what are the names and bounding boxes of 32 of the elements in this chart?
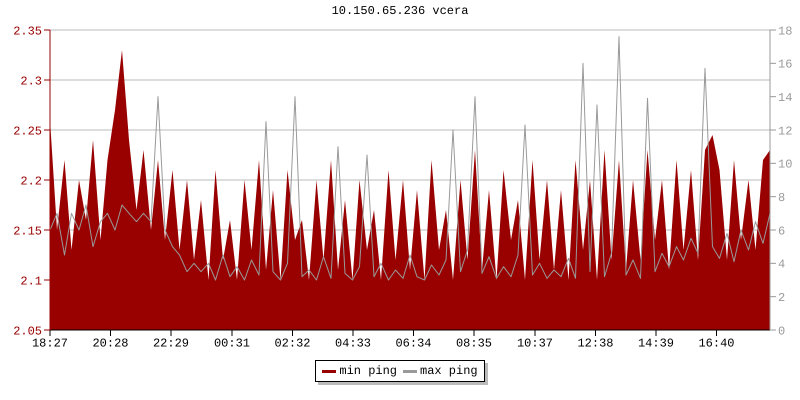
y-tick-label: 2.35: [13, 24, 42, 38]
x-tick-label: 16:40: [698, 336, 735, 351]
legend-label: max ping: [420, 364, 478, 378]
x-tick-label: 12:38: [577, 336, 614, 351]
x-tick-label: 14:39: [638, 336, 674, 351]
legend-label: min ping: [339, 364, 397, 378]
x-tick-label: 18:27: [32, 336, 68, 351]
x-tick-label: 08:35: [456, 336, 492, 351]
x-tick-label: 04:33: [334, 336, 372, 351]
y-tick-label: 2.3: [20, 74, 42, 88]
y2-tick-label: 8: [778, 190, 786, 205]
y2-tick-label: 6: [778, 224, 786, 238]
x-tick-label: 06:34: [395, 336, 432, 351]
y2-tick-label: 16: [778, 58, 792, 72]
y2-tick-label: 0: [778, 324, 786, 338]
y-tick-label: 2.2: [20, 174, 42, 188]
y2-tick-label: 14: [778, 90, 792, 105]
y2-tick-label: 10: [778, 158, 792, 172]
x-tick-label: 22:29: [152, 336, 190, 351]
y-tick-label: 2.15: [13, 224, 42, 238]
y-tick-label: 2.25: [13, 124, 42, 138]
y2-tick-label: 12: [778, 124, 792, 138]
y-tick-label: 2.1: [20, 274, 42, 288]
x-tick-label: 00:31: [214, 336, 250, 351]
chart-title: 10.150.65.236 vcera: [330, 3, 470, 20]
x-tick-label: 02:32: [274, 336, 311, 351]
y2-tick-label: 2: [778, 290, 786, 305]
y2-tick-label: 4: [778, 258, 786, 272]
y2-tick-label: 18: [778, 24, 792, 38]
x-tick-label: 10:37: [516, 336, 554, 351]
x-tick-label: 20:28: [92, 336, 129, 351]
y-tick-label: 2.05: [13, 324, 42, 338]
